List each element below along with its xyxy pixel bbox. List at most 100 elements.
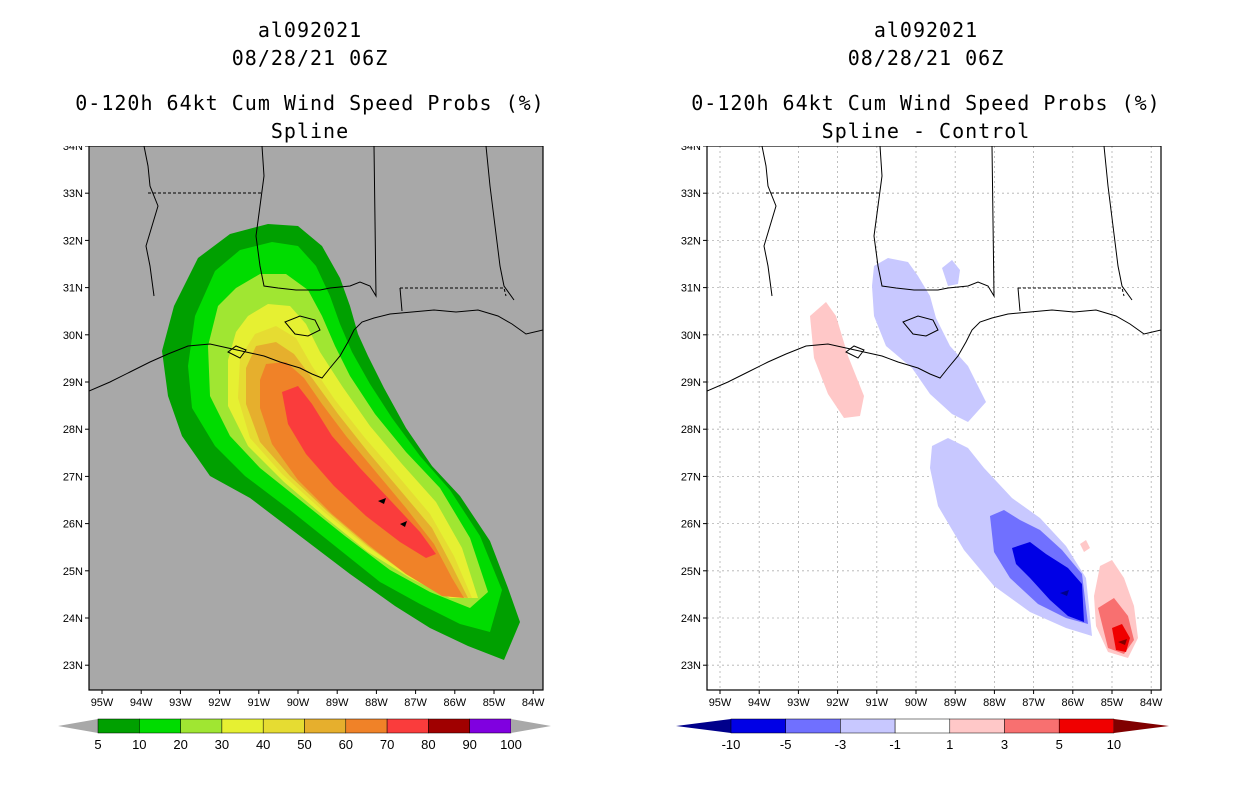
colorbar-swatch [785, 718, 841, 734]
lon-tick-label: 89W [944, 697, 967, 709]
lat-tick-label: 23N [681, 660, 701, 672]
colorbar-swatch [345, 718, 388, 734]
lon-tick-label: 94W [748, 697, 771, 709]
lon-tick-label: 85W [1101, 697, 1124, 709]
diff-contour-negative-1 [872, 258, 986, 422]
diff-contour-negative-5 [1012, 542, 1084, 622]
lat-tick-label: 23N [63, 660, 83, 672]
lon-tick-label: 92W [826, 697, 849, 709]
left-colorbar-swatches [97, 718, 512, 734]
colorbar-swatch [1058, 718, 1115, 734]
lon-tick-label: 92W [208, 697, 231, 709]
diff-contour-positive-5 [1112, 624, 1130, 652]
colorbar-label: 1 [946, 737, 953, 752]
lon-tick-label: 90W [287, 697, 310, 709]
colorbar-under-arrow [58, 719, 98, 733]
lon-tick-label: 86W [443, 697, 466, 709]
diff-contour-negative-10 [1060, 590, 1069, 596]
colorbar-label: 50 [297, 737, 311, 752]
right-axis-ticks: 34N 33N 32N 31N 30N 29N 28N 27N 26N 25N 24N 23N 95W 9… [681, 146, 1163, 709]
lon-tick-label: 87W [404, 697, 427, 709]
lon-tick-label: 95W [709, 697, 732, 709]
colorbar-swatch [1004, 718, 1060, 734]
colorbar-swatch [730, 718, 786, 734]
left-colorbar: 5 10 20 30 40 50 60 70 80 90 100 [58, 718, 551, 752]
colorbar-under-arrow [676, 719, 731, 733]
colorbar-swatch [469, 718, 512, 734]
right-coastline [707, 146, 1161, 392]
colorbar-label: -3 [835, 737, 847, 752]
lon-tick-label: 91W [247, 697, 270, 709]
right-storm-id: al092021 [873, 18, 979, 42]
lon-tick-label: 91W [865, 697, 888, 709]
colorbar-swatch [97, 718, 140, 734]
lat-tick-label: 31N [63, 283, 83, 295]
colorbar-label: 70 [380, 737, 394, 752]
lat-tick-label: 25N [681, 566, 701, 578]
lat-tick-label: 31N [681, 283, 701, 295]
right-colorbar-labels: -10 -5 -3 -1 1 3 5 10 [722, 737, 1122, 752]
colorbar-label: 30 [215, 737, 229, 752]
colorbar-label: -5 [780, 737, 792, 752]
colorbar-label: 10 [132, 737, 146, 752]
left-subtitle: Spline [270, 119, 350, 143]
lat-tick-label: 24N [681, 613, 701, 625]
colorbar-swatch [386, 718, 429, 734]
lat-tick-label: 26N [681, 519, 701, 531]
lat-tick-label: 29N [681, 377, 701, 389]
lon-tick-label: 93W [787, 697, 810, 709]
lon-tick-label: 85W [483, 697, 506, 709]
colorbar-label: -1 [889, 737, 901, 752]
right-subtitle: Spline - Control [821, 119, 1031, 143]
left-colorbar-labels: 5 10 20 30 40 50 60 70 80 90 100 [94, 737, 521, 752]
right-background [707, 146, 1161, 690]
lon-tick-label: 89W [326, 697, 349, 709]
lat-tick-label: 34N [63, 146, 83, 153]
diff-contour-negative-1 [942, 260, 960, 286]
lat-tick-label: 32N [63, 235, 83, 247]
colorbar-swatch [304, 718, 347, 734]
colorbar-swatch [428, 718, 470, 734]
lon-tick-label: 84W [522, 697, 545, 709]
colorbar-swatch [840, 718, 896, 734]
lat-tick-label: 33N [681, 188, 701, 200]
lon-tick-label: 94W [130, 697, 153, 709]
diff-contour-positive-1 [810, 302, 864, 418]
lat-tick-label: 26N [63, 519, 83, 531]
lon-tick-label: 88W [983, 697, 1006, 709]
diff-contour-positive-10 [1118, 639, 1127, 645]
lat-tick-label: 34N [681, 146, 701, 153]
diff-contour-positive-1 [1080, 540, 1090, 552]
storm-marker [378, 498, 386, 504]
right-map-frame [706, 146, 1162, 691]
colorbar-label: -10 [722, 737, 741, 752]
lon-tick-label: 84W [1140, 697, 1163, 709]
lon-tick-label: 90W [905, 697, 928, 709]
lat-tick-label: 27N [63, 471, 83, 483]
colorbar-label: 5 [1056, 737, 1063, 752]
left-storm-id: al092021 [257, 18, 363, 42]
lat-tick-label: 25N [63, 566, 83, 578]
prob-contour-70 [282, 386, 436, 558]
colorbar-swatch [139, 718, 181, 734]
left-datetime: 08/28/21 06Z [231, 46, 389, 70]
left-product-title: 0-120h 64kt Cum Wind Speed Probs (%) [75, 91, 545, 115]
colorbar-swatch [262, 718, 305, 734]
colorbar-label: 100 [500, 737, 522, 752]
colorbar-swatch [180, 718, 223, 734]
lon-tick-label: 87W [1022, 697, 1045, 709]
lat-tick-label: 30N [63, 330, 83, 342]
lat-tick-label: 32N [681, 235, 701, 247]
colorbar-swatch [221, 718, 264, 734]
colorbar-swatch [894, 718, 951, 734]
lat-tick-label: 28N [63, 424, 83, 436]
colorbar-label: 90 [462, 737, 476, 752]
lon-tick-label: 88W [365, 697, 388, 709]
colorbar-label: 80 [421, 737, 435, 752]
left-axis-ticks: 34N 33N 32N 31N 30N 29N 28N 27N 26N 25N 24N 23N 95W 9… [63, 146, 545, 709]
colorbar-swatch [949, 718, 1005, 734]
lat-tick-label: 28N [681, 424, 701, 436]
left-probability-map: 34N 33N 32N 31N 30N 29N 28N 27N 26N 25N 24N 23N 95W 9… [63, 146, 545, 709]
right-datetime: 08/28/21 06Z [847, 46, 1005, 70]
right-product-title: 0-120h 64kt Cum Wind Speed Probs (%) [691, 91, 1161, 115]
